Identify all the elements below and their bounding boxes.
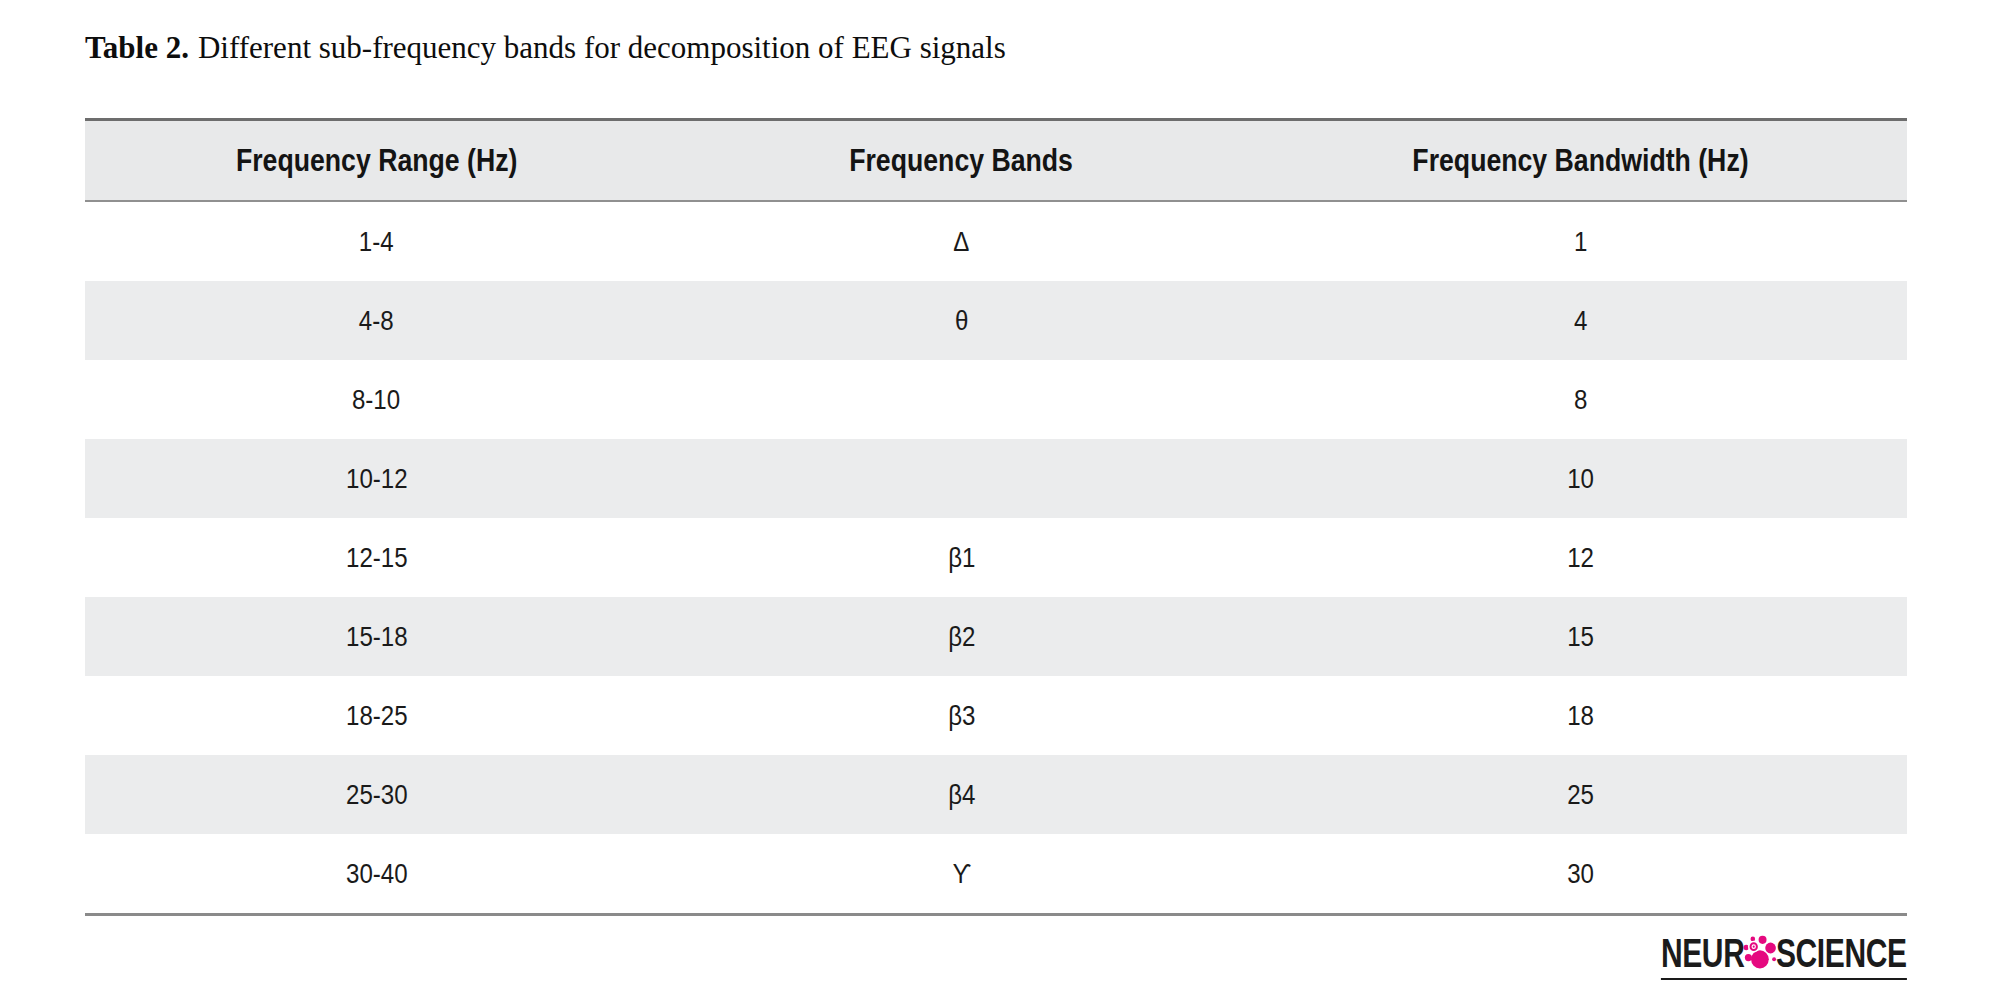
cell-band	[668, 439, 1255, 518]
cell-band-text: Δ	[953, 226, 969, 258]
cell-band-text: β4	[948, 779, 975, 811]
cell-bandwidth: 15	[1255, 597, 1907, 676]
cell-range: 18-25	[85, 676, 668, 755]
cell-band: Δ	[668, 202, 1255, 281]
cell-band-text: β1	[948, 542, 975, 574]
cell-band: ϒ	[668, 834, 1255, 913]
cell-range: 8-10	[85, 360, 668, 439]
cell-bandwidth-text: 25	[1567, 779, 1594, 811]
cell-range: 12-15	[85, 518, 668, 597]
cell-range-text: 18-25	[346, 700, 408, 732]
header-frequency-bandwidth: Frequency Bandwidth (Hz)	[1255, 121, 1907, 200]
cell-range-text: 4-8	[359, 305, 394, 337]
cell-band-text: β3	[948, 700, 975, 732]
table-row: 8-10 8	[85, 360, 1907, 439]
table-row: 15-18 β2 15	[85, 597, 1907, 676]
header-frequency-bands-text: Frequency Bands	[850, 143, 1074, 179]
cell-range-text: 8-10	[352, 384, 400, 416]
cell-band: β1	[668, 518, 1255, 597]
table-row: 4-8 θ 4	[85, 281, 1907, 360]
table-row: 30-40 ϒ 30	[85, 834, 1907, 913]
cell-bandwidth: 18	[1255, 676, 1907, 755]
table-caption: Table 2. Different sub-frequency bands fo…	[85, 30, 1006, 66]
cell-range-text: 15-18	[346, 621, 408, 653]
header-frequency-range-text: Frequency Range (Hz)	[236, 143, 517, 179]
cell-band-text: ϒ	[952, 858, 971, 890]
table-row: 1-4 Δ 1	[85, 202, 1907, 281]
cell-range: 25-30	[85, 755, 668, 834]
cell-band-text: θ	[955, 305, 968, 337]
cell-range: 15-18	[85, 597, 668, 676]
cell-bandwidth-text: 4	[1574, 305, 1587, 337]
cell-bandwidth-text: 1	[1574, 226, 1587, 258]
cell-range-text: 12-15	[346, 542, 408, 574]
table-row: 25-30 β4 25	[85, 755, 1907, 834]
cell-bandwidth-text: 10	[1567, 463, 1594, 495]
table-row: 12-15 β1 12	[85, 518, 1907, 597]
cell-range: 10-12	[85, 439, 668, 518]
cell-band-text: β2	[948, 621, 975, 653]
cell-band: β2	[668, 597, 1255, 676]
cell-bandwidth: 8	[1255, 360, 1907, 439]
cell-range: 1-4	[85, 202, 668, 281]
cell-bandwidth-text: 8	[1574, 384, 1587, 416]
table-body: 1-4Δ14-8θ48-10810-121012-15β11215-18β215…	[85, 202, 1907, 913]
cell-bandwidth: 10	[1255, 439, 1907, 518]
cell-bandwidth: 12	[1255, 518, 1907, 597]
cell-band: β3	[668, 676, 1255, 755]
cell-bandwidth: 1	[1255, 202, 1907, 281]
cell-bandwidth: 30	[1255, 834, 1907, 913]
cell-range-text: 1-4	[359, 226, 394, 258]
table-caption-label: Table 2.	[85, 30, 189, 65]
table-header-row: Frequency Range (Hz) Frequency Bands Fre…	[85, 121, 1907, 202]
frequency-table: Frequency Range (Hz) Frequency Bands Fre…	[85, 118, 1907, 916]
cell-band: β4	[668, 755, 1255, 834]
journal-logo-inner: NEUR SCIENCE	[1661, 933, 1907, 980]
cell-range-text: 30-40	[346, 858, 408, 890]
cell-range-text: 10-12	[346, 463, 408, 495]
cell-band	[668, 360, 1255, 439]
cell-bandwidth-text: 18	[1567, 700, 1594, 732]
cell-range: 4-8	[85, 281, 668, 360]
header-frequency-range: Frequency Range (Hz)	[85, 121, 668, 200]
logo-text-suffix: SCIENCE	[1776, 933, 1907, 973]
cell-range: 30-40	[85, 834, 668, 913]
cell-bandwidth-text: 12	[1567, 542, 1594, 574]
header-frequency-bandwidth-text: Frequency Bandwidth (Hz)	[1413, 143, 1749, 179]
header-frequency-bands: Frequency Bands	[668, 121, 1255, 200]
table-caption-text: Different sub-frequency bands for decomp…	[198, 30, 1006, 65]
journal-logo: NEUR SCIENCE	[1661, 933, 1907, 980]
cell-band: θ	[668, 281, 1255, 360]
logo-text-prefix: NEUR	[1661, 933, 1745, 973]
cell-bandwidth: 4	[1255, 281, 1907, 360]
cell-bandwidth-text: 30	[1567, 858, 1594, 890]
table-row: 10-12 10	[85, 439, 1907, 518]
neuron-cell-icon	[1741, 933, 1780, 973]
cell-bandwidth: 25	[1255, 755, 1907, 834]
table-row: 18-25 β3 18	[85, 676, 1907, 755]
cell-range-text: 25-30	[346, 779, 408, 811]
cell-bandwidth-text: 15	[1567, 621, 1594, 653]
